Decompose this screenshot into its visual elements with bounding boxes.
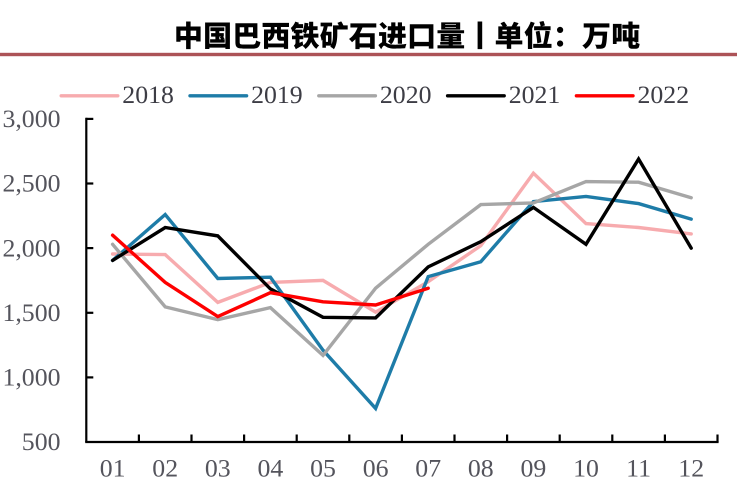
svg-text:10: 10	[573, 454, 599, 483]
svg-text:2018: 2018	[122, 80, 174, 109]
svg-text:3,000: 3,000	[2, 104, 60, 133]
svg-text:08: 08	[468, 454, 494, 483]
svg-text:05: 05	[310, 454, 336, 483]
svg-text:2,000: 2,000	[2, 233, 60, 262]
svg-text:2022: 2022	[638, 80, 690, 109]
svg-text:2,500: 2,500	[2, 169, 60, 198]
svg-text:03: 03	[205, 454, 231, 483]
svg-text:04: 04	[258, 454, 284, 483]
svg-text:2019: 2019	[251, 80, 303, 109]
svg-text:500: 500	[22, 427, 61, 456]
svg-text:1,500: 1,500	[2, 298, 60, 327]
svg-text:06: 06	[363, 454, 389, 483]
svg-text:1,000: 1,000	[2, 363, 60, 392]
svg-text:2020: 2020	[380, 80, 432, 109]
svg-text:11: 11	[626, 454, 651, 483]
svg-text:01: 01	[100, 454, 126, 483]
svg-text:07: 07	[415, 454, 441, 483]
svg-text:02: 02	[152, 454, 178, 483]
svg-text:09: 09	[521, 454, 547, 483]
svg-text:2021: 2021	[509, 80, 561, 109]
svg-text:12: 12	[678, 454, 704, 483]
